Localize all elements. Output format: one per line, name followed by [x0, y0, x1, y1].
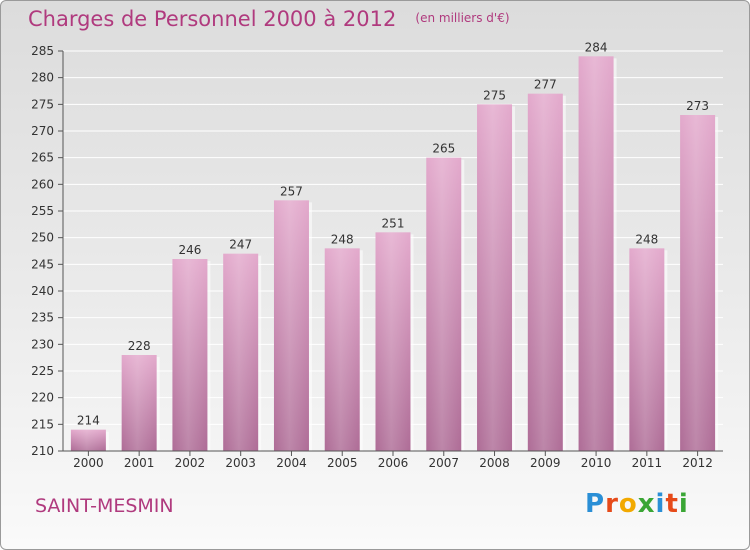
bar-value-label: 257: [280, 184, 303, 198]
bar-highlight: [375, 232, 411, 451]
bar-highlight: [527, 93, 563, 452]
bar-highlight: [324, 248, 360, 451]
x-tick-label: 2007: [428, 456, 459, 470]
x-tick-label: 2008: [479, 456, 510, 470]
bar-highlight: [629, 248, 665, 451]
x-tick-label: 2005: [327, 456, 358, 470]
chart-subtitle: (en milliers d'€): [415, 11, 510, 25]
bar-value-label: 251: [382, 216, 405, 230]
x-tick-label: 2009: [530, 456, 561, 470]
x-tick-label: 2011: [632, 456, 663, 470]
y-tick-label: 260: [31, 177, 54, 191]
x-tick-label: 2010: [581, 456, 612, 470]
y-tick-label: 225: [31, 364, 54, 378]
bar-highlight: [121, 355, 157, 451]
chart-header: Charges de Personnel 2000 à 2012 (en mil…: [28, 7, 510, 31]
bar-value-label: 214: [77, 414, 100, 428]
logo-letter: r: [605, 489, 619, 519]
y-tick-label: 285: [31, 44, 54, 58]
y-tick-label: 275: [31, 97, 54, 111]
y-tick-label: 265: [31, 151, 54, 165]
y-tick-label: 245: [31, 257, 54, 271]
bar-highlight: [70, 429, 106, 451]
y-tick-label: 210: [31, 444, 54, 458]
bar-highlight: [578, 56, 614, 451]
bar-value-label: 247: [229, 238, 252, 252]
bar-highlight: [172, 259, 208, 451]
x-tick-label: 2006: [378, 456, 409, 470]
bar-value-label: 265: [432, 142, 455, 156]
chart-title: Charges de Personnel 2000 à 2012: [28, 7, 397, 31]
x-tick-label: 2002: [175, 456, 206, 470]
proxiti-logo: Proxiti: [585, 489, 689, 519]
logo-letter: x: [637, 489, 656, 519]
logo-letter: i: [655, 489, 666, 519]
y-tick-label: 270: [31, 124, 54, 138]
logo-letter: P: [585, 489, 606, 519]
y-tick-label: 240: [31, 284, 54, 298]
x-tick-label: 2003: [225, 456, 256, 470]
y-tick-label: 230: [31, 337, 54, 351]
bar-value-label: 273: [686, 99, 709, 113]
bar-value-label: 248: [331, 232, 354, 246]
y-tick-label: 215: [31, 417, 54, 431]
x-tick-label: 2012: [682, 456, 713, 470]
x-tick-label: 2000: [73, 456, 104, 470]
logo-letter: i: [678, 489, 689, 519]
y-tick-label: 280: [31, 71, 54, 85]
x-tick-label: 2004: [276, 456, 307, 470]
bar-value-label: 248: [635, 232, 658, 246]
logo-letter: o: [618, 489, 638, 519]
bar-value-label: 277: [534, 78, 557, 92]
y-tick-label: 235: [31, 311, 54, 325]
y-tick-label: 220: [31, 391, 54, 405]
logo-letter: t: [665, 489, 679, 519]
commune-name: SAINT-MESMIN: [35, 495, 174, 517]
bar-value-label: 284: [585, 40, 608, 54]
y-tick-label: 255: [31, 204, 54, 218]
bar-value-label: 246: [178, 243, 201, 257]
bar-value-label: 275: [483, 88, 506, 102]
bar-value-label: 228: [128, 339, 151, 353]
bar-highlight: [273, 200, 309, 451]
bar-highlight: [426, 157, 462, 451]
bar-highlight: [680, 115, 716, 451]
y-tick-label: 250: [31, 231, 54, 245]
x-tick-label: 2001: [124, 456, 155, 470]
bar-highlight: [477, 104, 513, 451]
bar-highlight: [223, 253, 259, 451]
